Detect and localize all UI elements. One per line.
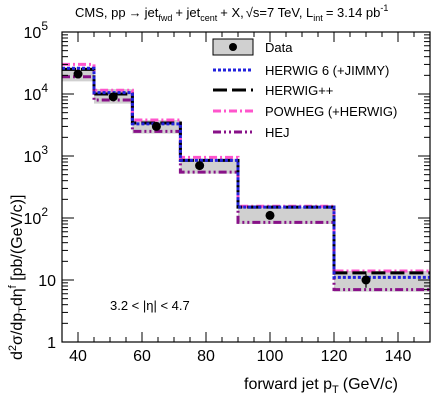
series-line-herwig-6-jimmy — [62, 66, 430, 279]
x-tick-label-80: 80 — [197, 348, 215, 365]
x-tick-label-120: 120 — [321, 348, 348, 365]
data-point-0 — [73, 69, 83, 79]
plot-area: 40 60 80 100 120 140 1 10 102 103 104 105 — [24, 19, 431, 365]
data-point-5 — [361, 275, 371, 285]
data-point-3 — [195, 161, 205, 171]
x-axis-title: forward jet pT (GeV/c) — [244, 376, 398, 396]
legend-label-hej: HEJ — [265, 125, 290, 140]
x-tick-label-60: 60 — [133, 348, 151, 365]
x-tick-label-100: 100 — [257, 348, 284, 365]
data-point-4 — [265, 210, 275, 220]
x-tick-label-140: 140 — [385, 348, 412, 365]
eta-range-annotation: 3.2 < |η| < 4.7 — [110, 298, 190, 313]
uncertainty-band-4 — [238, 207, 334, 225]
x-tick-label-40: 40 — [69, 348, 87, 365]
legend-label-data: Data — [265, 40, 293, 55]
uncertainty-band-3 — [180, 158, 238, 174]
y-tick-label-0: 1 — [47, 335, 56, 352]
legend-label-powheg: POWHEG (+HERWIG) — [265, 104, 397, 119]
chart-header: CMS, pp → jetfwd + jetcent + X, √s=7 TeV, Lin… — [75, 3, 388, 23]
legend-label-herwigpp: HERWIG++ — [265, 83, 333, 98]
y-axis-title: d2σ/dpTdηf [pb/(GeV/c)] — [7, 195, 29, 360]
legend-data-marker — [229, 43, 237, 51]
y-tick-label-1: 10 — [38, 273, 56, 290]
legend-label-herwig6: HERWIG 6 (+JIMMY) — [265, 63, 389, 78]
y-tick-label-4: 104 — [24, 81, 49, 104]
plot-frame — [61, 31, 431, 343]
y-tick-label-3: 103 — [24, 143, 49, 166]
data-point-2 — [151, 121, 161, 131]
data-point-1 — [108, 92, 118, 102]
legend: Data HERWIG 6 (+JIMMY) HERWIG++ POWHEG (… — [212, 38, 397, 140]
y-tick-label-2: 102 — [24, 205, 49, 228]
y-tick-label-5: 105 — [24, 19, 49, 42]
